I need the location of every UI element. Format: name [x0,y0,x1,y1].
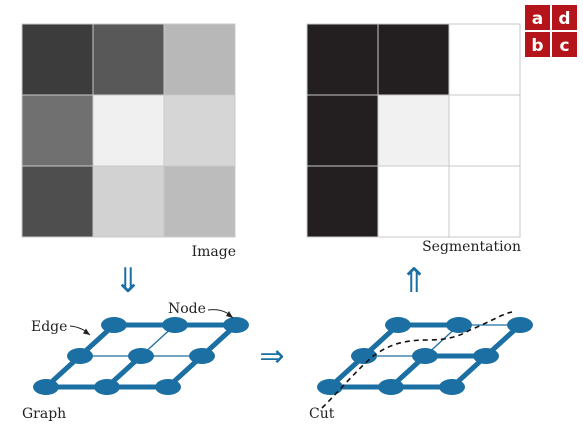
cut-line [321,311,513,409]
up-arrow-icon: ⇑ [400,261,429,301]
image-cell-1-0 [21,94,94,167]
cut-graph-node-8 [439,379,465,395]
graph-node-2 [223,317,249,333]
segmentation-cell-0-2 [448,23,521,96]
graph-node-8 [155,379,181,395]
panel-b-box [525,32,550,57]
image-cell-1-2 [163,94,236,167]
right-arrow-icon: ⇒ [259,339,284,374]
panel-b-label: b [531,36,543,56]
cut-graph-diagram [317,317,533,395]
image-cell-2-0 [21,165,94,238]
graph-node-1 [162,317,188,333]
segmentation-grid [306,23,521,238]
image-grid [21,23,236,238]
cut-graph-node-6 [317,379,343,395]
segmentation-label: Segmentation [422,239,521,255]
edge-label: Edge [31,319,67,335]
graph-node-3 [67,348,93,364]
cut-graph-node-0 [385,317,411,333]
cut-graph-node-3 [351,348,377,364]
image-cell-0-0 [21,23,94,96]
cut-label: Cut [309,406,335,422]
panel-a-label: a [532,9,543,29]
segmentation-cell-2-0 [306,165,379,238]
graph-node-5 [189,348,215,364]
cut-graph-node-5 [473,348,499,364]
cut-graph-node-4 [412,348,438,364]
cut-graph-node-1 [446,317,472,333]
down-arrow-icon: ⇓ [114,261,143,301]
graph-node-0 [101,317,127,333]
panel-c-box [552,32,577,57]
image-label: Image [192,244,236,260]
segmentation-cell-1-1 [377,94,450,167]
segmentation-cell-2-1 [377,165,450,238]
panel-c-label: c [559,36,569,56]
graph-node-4 [128,348,154,364]
image-cell-0-2 [163,23,236,96]
segmentation-cell-0-1 [377,23,450,96]
cut-graph-node-2 [507,317,533,333]
graph-diagram [33,317,249,395]
image-cell-1-1 [92,94,165,167]
image-cell-2-2 [163,165,236,238]
panel-d-box [552,5,577,30]
graph-node-6 [33,379,59,395]
panel-labels: a d b c [525,5,577,57]
segmentation-cell-0-0 [306,23,379,96]
graph-node-7 [94,379,120,395]
segmentation-cell-1-2 [448,94,521,167]
panel-d-label: d [558,9,570,29]
segmentation-cell-1-0 [306,94,379,167]
edge-pointer-head [83,328,90,335]
panel-a-box [525,5,550,30]
image-cell-2-1 [92,165,165,238]
cut-graph-node-7 [378,379,404,395]
graph-label: Graph [22,406,66,422]
segmentation-cell-2-2 [448,165,521,238]
node-pointer-head [226,311,233,318]
node-label: Node [168,301,206,317]
image-cell-0-1 [92,23,165,96]
